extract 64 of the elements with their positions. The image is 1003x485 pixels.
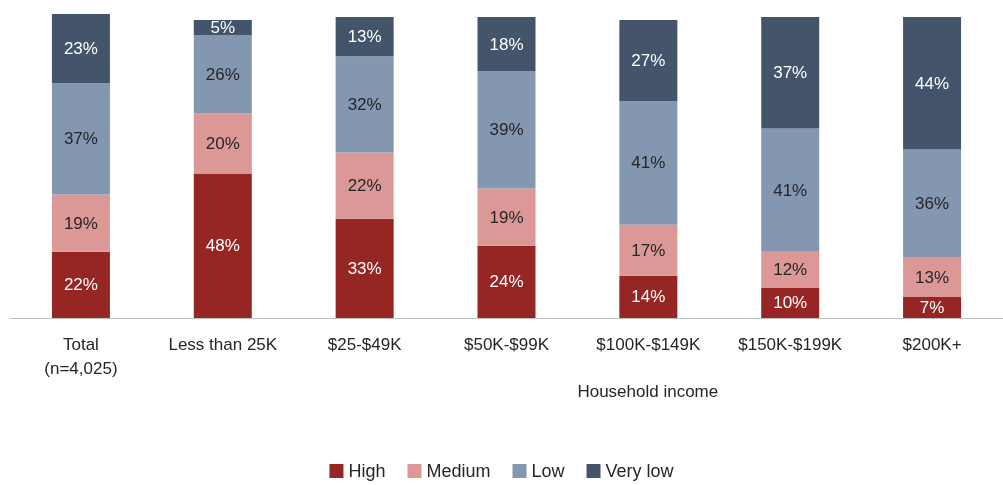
bar (477, 245, 536, 318)
bar (619, 275, 678, 318)
x-axis-title: Household income (577, 382, 719, 401)
data-label: 33% (347, 258, 382, 278)
legend-label: Medium (426, 461, 491, 481)
data-label: 24% (489, 272, 524, 292)
bar (477, 71, 536, 189)
data-label: 19% (63, 213, 98, 233)
data-label: 41% (631, 153, 666, 173)
data-label: 37% (773, 63, 808, 83)
bar (51, 251, 110, 318)
data-label: 14% (631, 287, 666, 307)
bar (903, 149, 962, 258)
x-tick-label: Total (n=4,025) (44, 334, 118, 378)
data-label: 32% (347, 94, 382, 114)
data-label: 22% (63, 275, 98, 295)
data-label: 27% (631, 51, 666, 71)
bar (619, 20, 678, 102)
data-label: 26% (205, 64, 240, 84)
bar (619, 224, 678, 276)
data-label: 10% (773, 293, 808, 313)
bar (619, 101, 678, 225)
data-label: 39% (489, 120, 524, 140)
x-tick-label: Less than 25K (168, 334, 278, 354)
bar (193, 173, 252, 318)
bar (903, 17, 962, 150)
bar (193, 35, 252, 114)
bar (477, 17, 536, 72)
x-tick-label: $25-$49K (327, 334, 403, 354)
bar (761, 17, 820, 129)
data-label: 7% (919, 297, 945, 317)
data-label: 18% (489, 34, 524, 54)
x-tick-label: $100K-$149K (596, 334, 701, 354)
data-label: 13% (347, 27, 382, 47)
bar (335, 152, 394, 219)
bar (903, 257, 962, 297)
bar (335, 17, 394, 57)
data-label: 19% (489, 207, 524, 227)
data-label: 23% (63, 39, 98, 59)
data-label: 41% (773, 180, 808, 200)
data-label: 17% (631, 240, 666, 260)
data-label: 36% (915, 194, 950, 214)
x-tick-label: $150K-$199K (738, 334, 843, 354)
data-label: 44% (915, 73, 950, 93)
bar (193, 113, 252, 174)
data-label: 22% (347, 176, 382, 196)
bar (477, 188, 536, 246)
data-label: 5% (210, 18, 236, 38)
x-tick-label: $50K-$99K (463, 334, 550, 354)
bar (761, 128, 820, 252)
data-label: 12% (773, 260, 808, 280)
bar (51, 14, 110, 84)
bar (51, 194, 110, 252)
legend-label: Very low (605, 461, 675, 481)
legend-label: Low (531, 461, 566, 481)
data-label: 13% (915, 267, 950, 287)
bar (335, 56, 394, 153)
legend-label: High (348, 461, 386, 481)
bar (335, 218, 394, 318)
data-label: 37% (63, 129, 98, 149)
data-label: 20% (205, 133, 240, 153)
data-label: 48% (205, 236, 240, 256)
x-tick-label: $200K+ (902, 334, 962, 354)
bar (51, 83, 110, 195)
